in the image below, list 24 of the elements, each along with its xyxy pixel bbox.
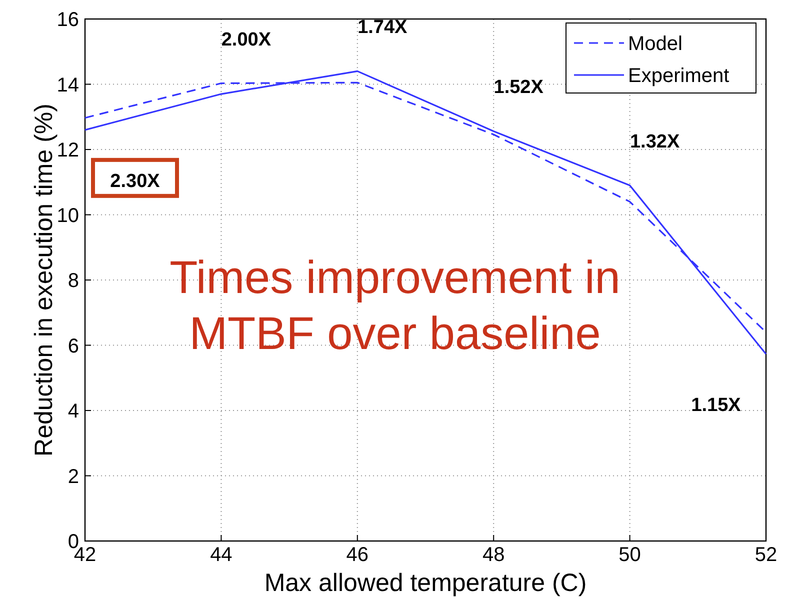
legend-label: Experiment [628,65,730,87]
x-tick-label: 52 [754,544,778,566]
y-tick-label: 4 [68,400,79,422]
annotation: 1.32X [630,131,680,152]
x-tick-label: 46 [346,544,369,566]
legend-label: Model [628,33,682,55]
y-tick-label: 16 [56,9,79,31]
annotation: 2.00X [221,29,272,50]
y-tick-label: 14 [56,74,79,96]
y-tick-label: 10 [56,204,79,227]
y-tick-label: 8 [68,270,79,292]
y-tick-label: 6 [68,335,79,358]
annotation: Times improvement in MTBF over baseline [170,251,620,359]
y-tick-label: 2 [68,466,79,488]
annotation: 2.30X [110,170,160,192]
y-tick-label: 12 [56,140,79,162]
annotation: 1.52X [494,77,544,98]
annotation: 1.74X [358,17,408,38]
x-tick-label: 44 [210,544,232,566]
annotation: 1.15X [691,395,742,416]
y-axis-title: Reduction in execution time (%) [30,104,58,456]
x-tick-label: 48 [482,544,505,566]
x-axis-title: Max allowed temperature (C) [264,569,587,597]
x-tick-label: 50 [618,544,641,566]
